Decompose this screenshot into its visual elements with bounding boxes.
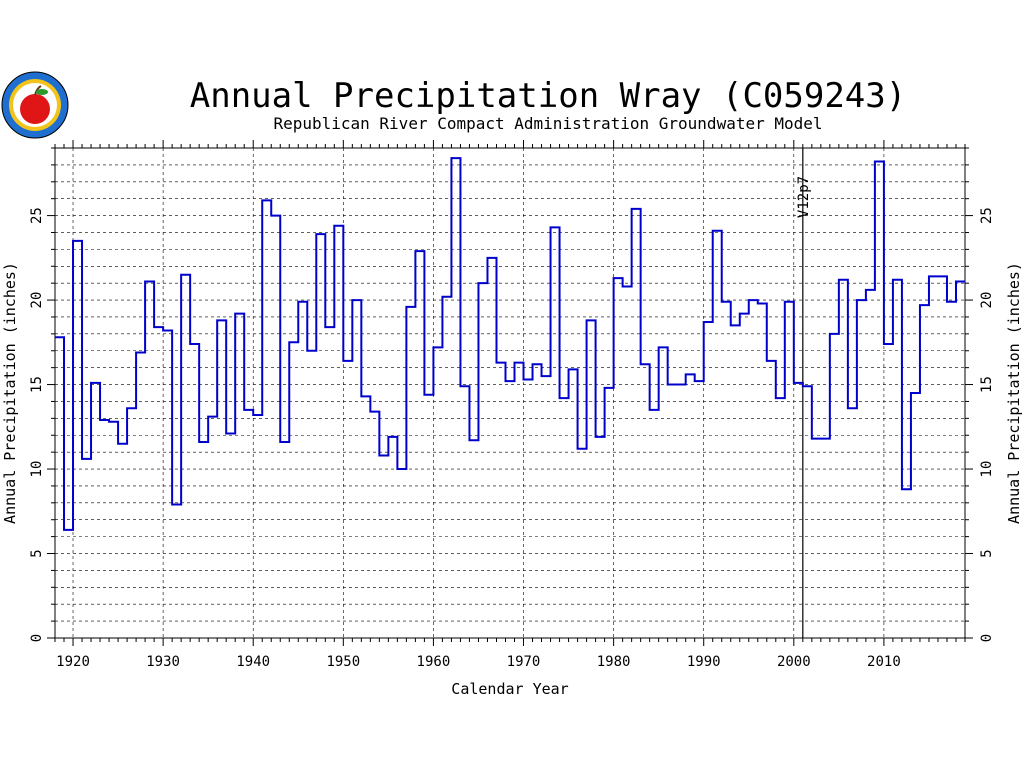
x-tick-label: 2010 bbox=[867, 654, 901, 670]
y-tick-label-right: 10 bbox=[979, 461, 995, 478]
precipitation-series-line bbox=[55, 157, 965, 531]
y-tick-label-right: 5 bbox=[979, 549, 995, 557]
y-tick-label-left: 10 bbox=[29, 461, 45, 478]
x-tick-label: 1950 bbox=[326, 654, 360, 670]
series-layer bbox=[55, 157, 965, 531]
x-tick-label: 1980 bbox=[597, 654, 631, 670]
y-tick-label-right: 20 bbox=[979, 292, 995, 309]
marker-label: V12p7 bbox=[796, 176, 812, 218]
x-tick-label: 1940 bbox=[236, 654, 270, 670]
model-version-marker: V12p7 bbox=[796, 148, 812, 638]
x-tick-label: 1920 bbox=[56, 654, 90, 670]
y-axis-label-right: Annual Precipitation (inches) bbox=[1005, 262, 1023, 524]
x-axis-label: Calendar Year bbox=[451, 680, 568, 698]
y-tick-label-left: 5 bbox=[29, 549, 45, 557]
y-tick-label-left: 25 bbox=[29, 207, 45, 224]
y-tick-label-left: 0 bbox=[29, 634, 45, 642]
apple-seal-icon bbox=[20, 85, 50, 124]
y-axis-label-left: Annual Precipitation (inches) bbox=[1, 262, 19, 524]
grid-layer bbox=[55, 148, 965, 638]
y-tick-label-right: 25 bbox=[979, 207, 995, 224]
x-tick-label: 1930 bbox=[146, 654, 180, 670]
y-tick-label-right: 15 bbox=[979, 376, 995, 393]
y-tick-label-left: 20 bbox=[29, 292, 45, 309]
tick-layer: 1920 1930 1940 1950 1960 1970 1980 1990 2000 2010… bbox=[29, 140, 995, 670]
chart-title: Annual Precipitation Wray (C059243) bbox=[190, 76, 906, 116]
x-tick-label: 1990 bbox=[687, 654, 721, 670]
x-tick-label: 1960 bbox=[417, 654, 451, 670]
chart-subtitle: Republican River Compact Administration … bbox=[273, 114, 822, 133]
x-tick-label: 1970 bbox=[507, 654, 541, 670]
x-tick-label: 2000 bbox=[777, 654, 811, 670]
y-tick-label-right: 0 bbox=[979, 634, 995, 642]
logo-seal bbox=[1, 71, 69, 139]
y-tick-label-left: 15 bbox=[29, 376, 45, 393]
plot-frame bbox=[54, 147, 966, 639]
